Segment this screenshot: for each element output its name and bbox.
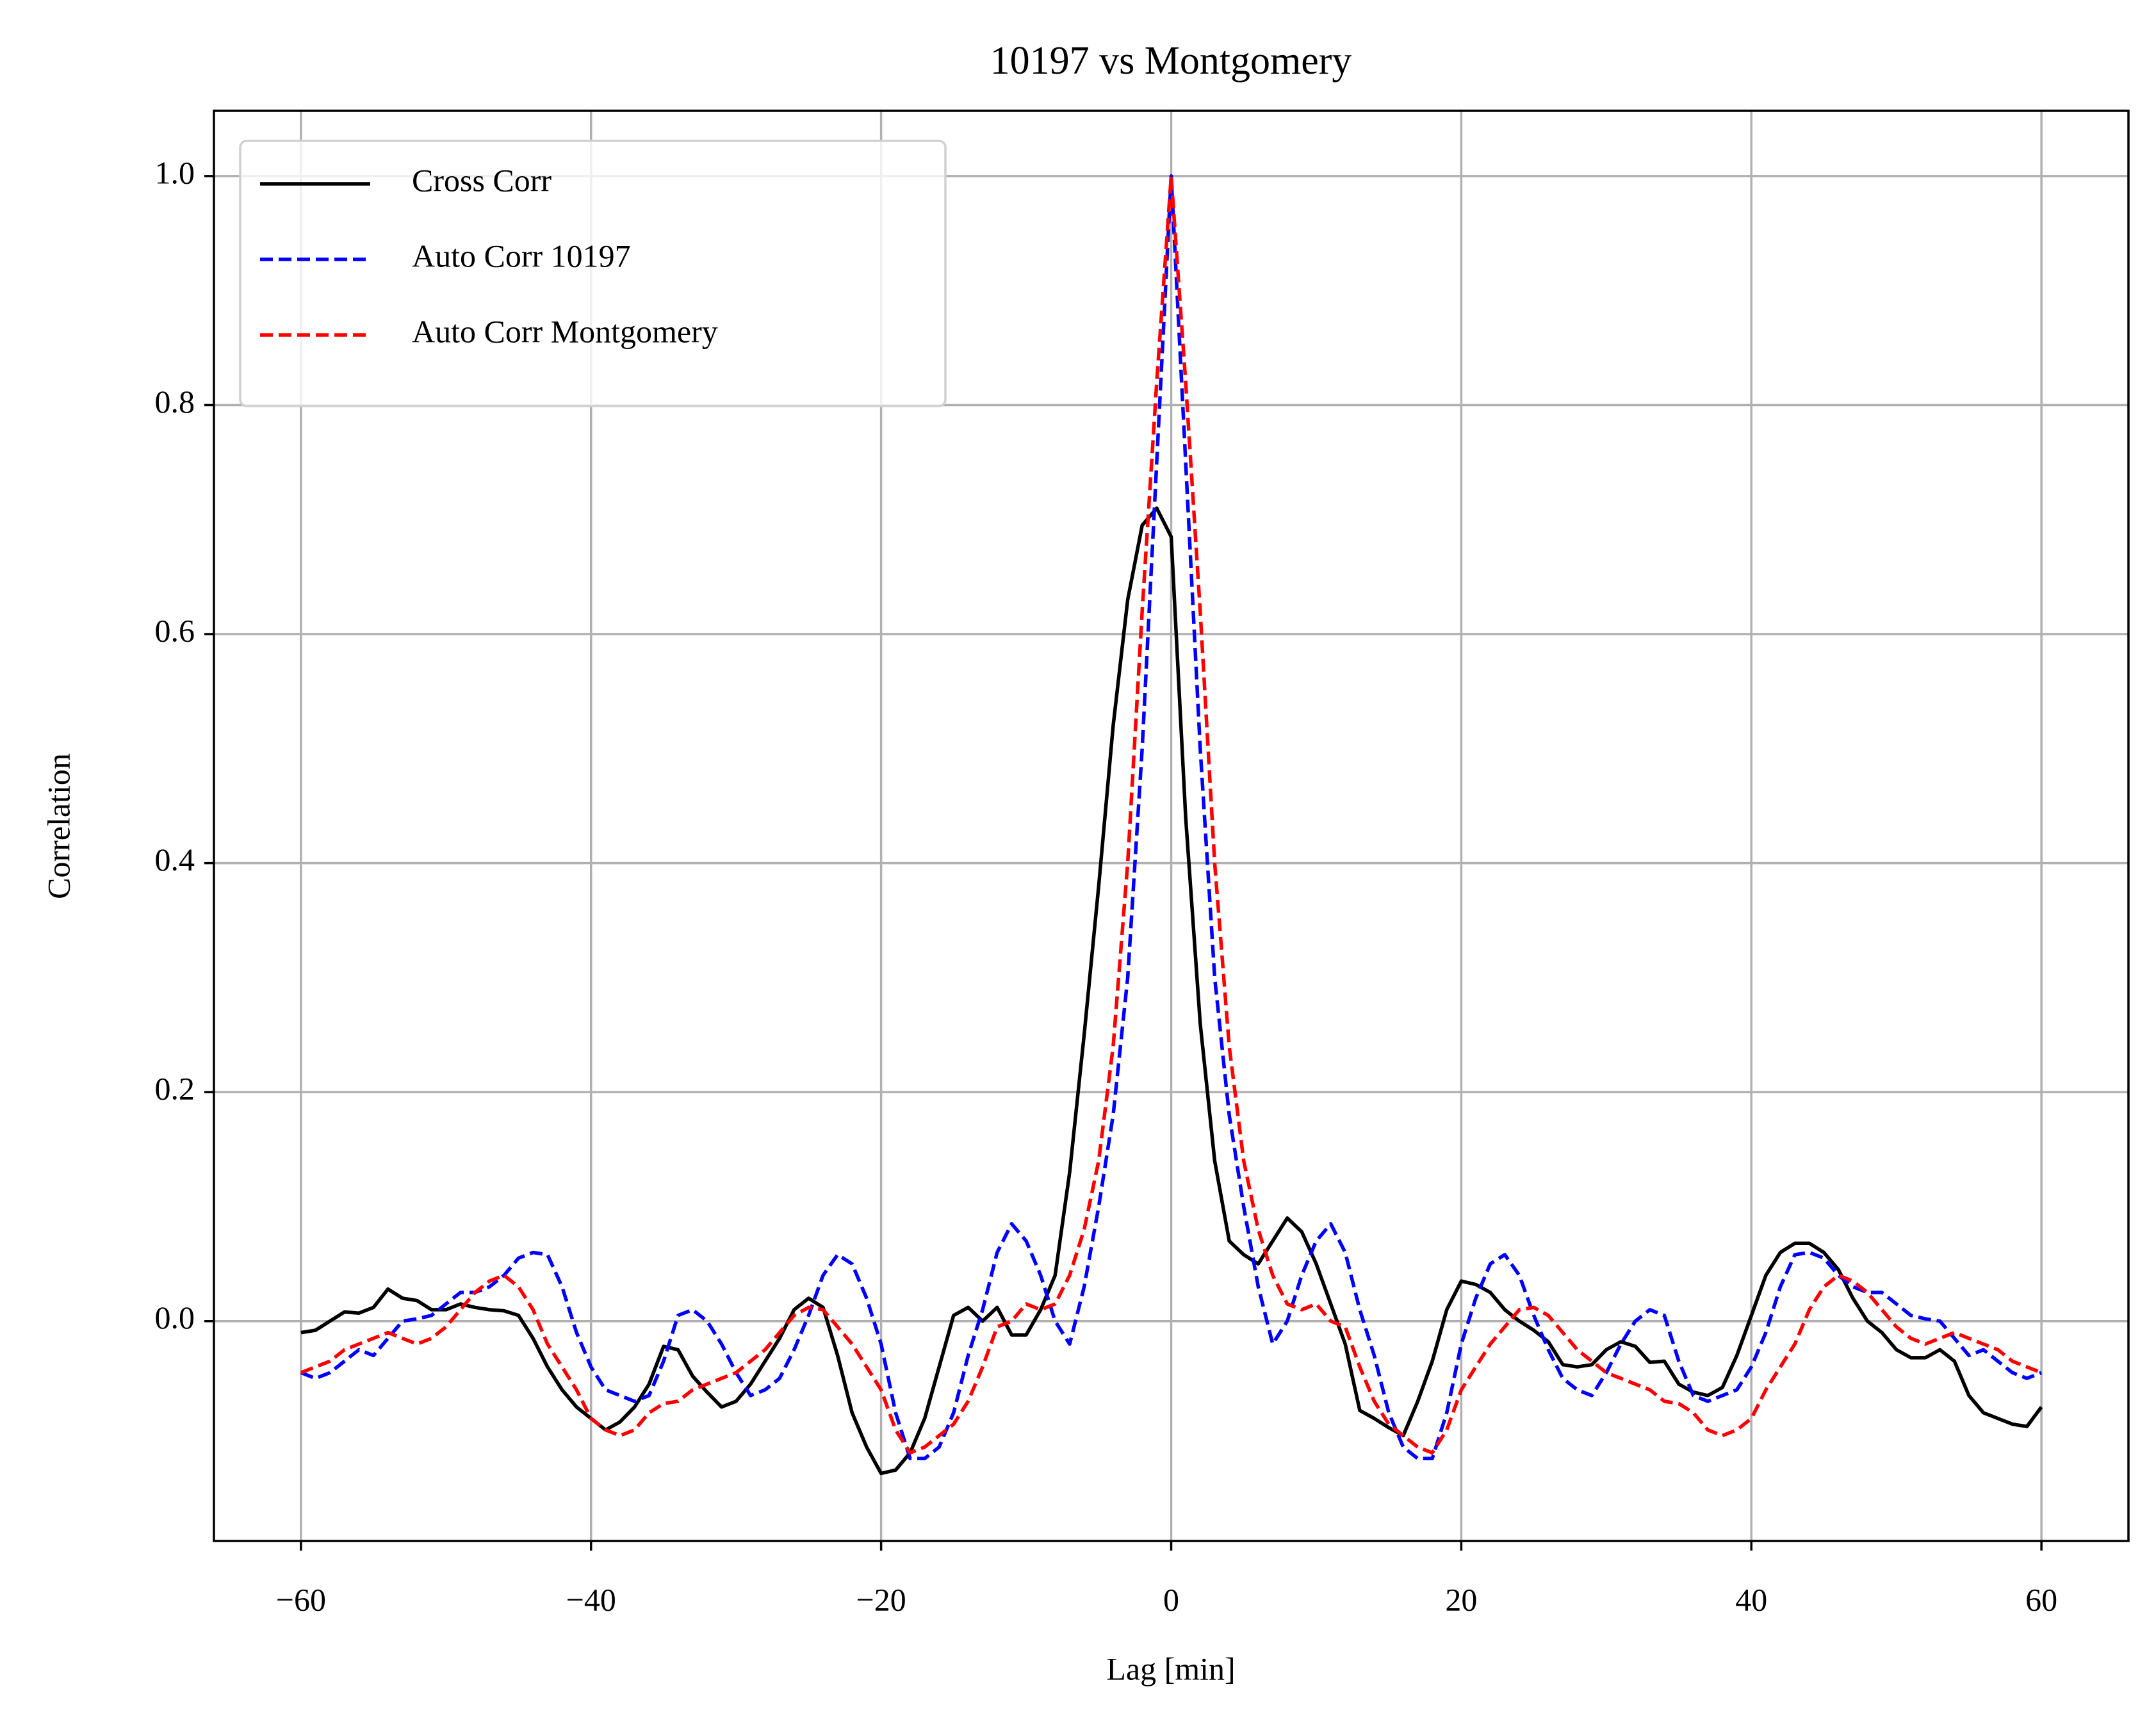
y-tick-label: 0.4 xyxy=(155,842,195,877)
chart-title: 10197 vs Montgomery xyxy=(990,39,1352,83)
legend-label: Auto Corr 10197 xyxy=(412,238,631,273)
x-tick-label: −60 xyxy=(276,1581,326,1617)
x-tick-label: 0 xyxy=(1163,1581,1179,1617)
x-tick-label: 20 xyxy=(1445,1581,1477,1617)
x-axis-label: Lag [min] xyxy=(1106,1651,1235,1686)
y-tick-label: 0.8 xyxy=(155,384,195,420)
x-tick-label: 40 xyxy=(1735,1581,1767,1617)
x-tick-label: −40 xyxy=(566,1581,616,1617)
series-line xyxy=(300,174,2043,1455)
plot-frame xyxy=(213,110,2130,1542)
legend-box xyxy=(239,140,947,407)
legend-label: Cross Corr xyxy=(412,162,551,198)
y-axis-label: Correlation xyxy=(40,753,76,899)
series-line xyxy=(300,174,2043,1461)
x-tick-label: 60 xyxy=(2025,1581,2057,1617)
y-tick-label: 0.6 xyxy=(155,613,195,649)
x-tick-label: −20 xyxy=(856,1581,906,1617)
y-tick-label: 0.0 xyxy=(155,1300,195,1335)
legend-label: Auto Corr Montgomery xyxy=(412,313,718,349)
y-tick-label: 1.0 xyxy=(155,154,195,190)
y-tick-label: 0.2 xyxy=(155,1071,195,1107)
